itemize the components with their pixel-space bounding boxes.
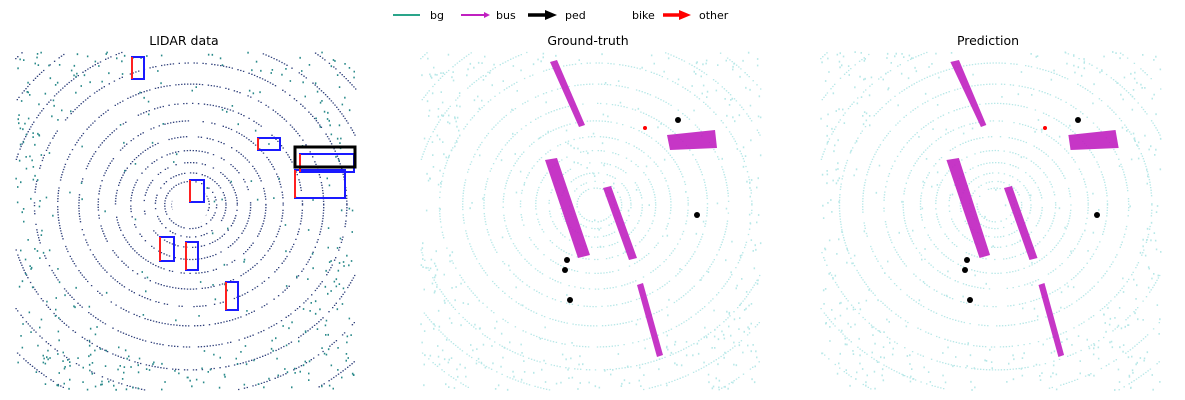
ring-points xyxy=(820,51,1162,391)
bounding-box xyxy=(293,145,357,169)
legend-item-bus: bus xyxy=(461,9,516,22)
ped-point xyxy=(962,267,968,273)
ground-truth-panel xyxy=(420,51,762,391)
legend-item-bg: bg xyxy=(393,9,444,22)
legend-item-bike: bike xyxy=(632,9,655,22)
lidar-panel xyxy=(15,51,357,391)
bus-segment xyxy=(950,60,987,127)
svg-text:bus: bus xyxy=(496,9,516,22)
prediction-panel xyxy=(820,51,1162,391)
bounding-box xyxy=(225,281,239,311)
bounding-box xyxy=(185,241,199,271)
ped-point xyxy=(567,297,573,303)
other-point xyxy=(1043,126,1047,130)
outer-points xyxy=(420,51,762,391)
bus-segment xyxy=(1003,186,1038,260)
legend-item-ped: ped xyxy=(528,9,586,22)
ped-point xyxy=(562,267,568,273)
panel-title-prediction: Prediction xyxy=(957,33,1019,48)
bus-segment xyxy=(946,158,991,258)
ped-point xyxy=(964,257,970,263)
svg-text:bg: bg xyxy=(430,9,444,22)
panel-title-lidar: LIDAR data xyxy=(149,33,218,48)
ego-vehicle xyxy=(172,183,208,227)
svg-text:ped: ped xyxy=(565,9,586,22)
bus-segment xyxy=(667,130,717,150)
svg-text:other: other xyxy=(699,9,729,22)
ring-points xyxy=(15,51,357,391)
bus-segment xyxy=(545,158,590,258)
bus-segment xyxy=(637,283,663,357)
bus-segment xyxy=(550,60,585,127)
outer-points xyxy=(820,51,1162,391)
legend-item-other: other xyxy=(663,9,729,22)
outer-points xyxy=(15,51,355,391)
ped-point xyxy=(967,297,973,303)
bus-segment xyxy=(603,186,637,260)
ped-point xyxy=(675,117,681,123)
ped-point xyxy=(694,212,700,218)
ring-points xyxy=(420,51,762,391)
svg-text:bike: bike xyxy=(632,9,655,22)
other-point xyxy=(643,126,647,130)
bus-segment xyxy=(1068,130,1119,150)
ped-point xyxy=(564,257,570,263)
bounding-box xyxy=(131,56,145,80)
panel-title-ground-truth: Ground-truth xyxy=(547,33,628,48)
ped-point xyxy=(1075,117,1081,123)
bounding-box xyxy=(159,236,175,262)
bus-segment xyxy=(1038,283,1065,357)
ped-point xyxy=(1094,212,1100,218)
legend: bg bus ped bike other xyxy=(393,9,729,22)
